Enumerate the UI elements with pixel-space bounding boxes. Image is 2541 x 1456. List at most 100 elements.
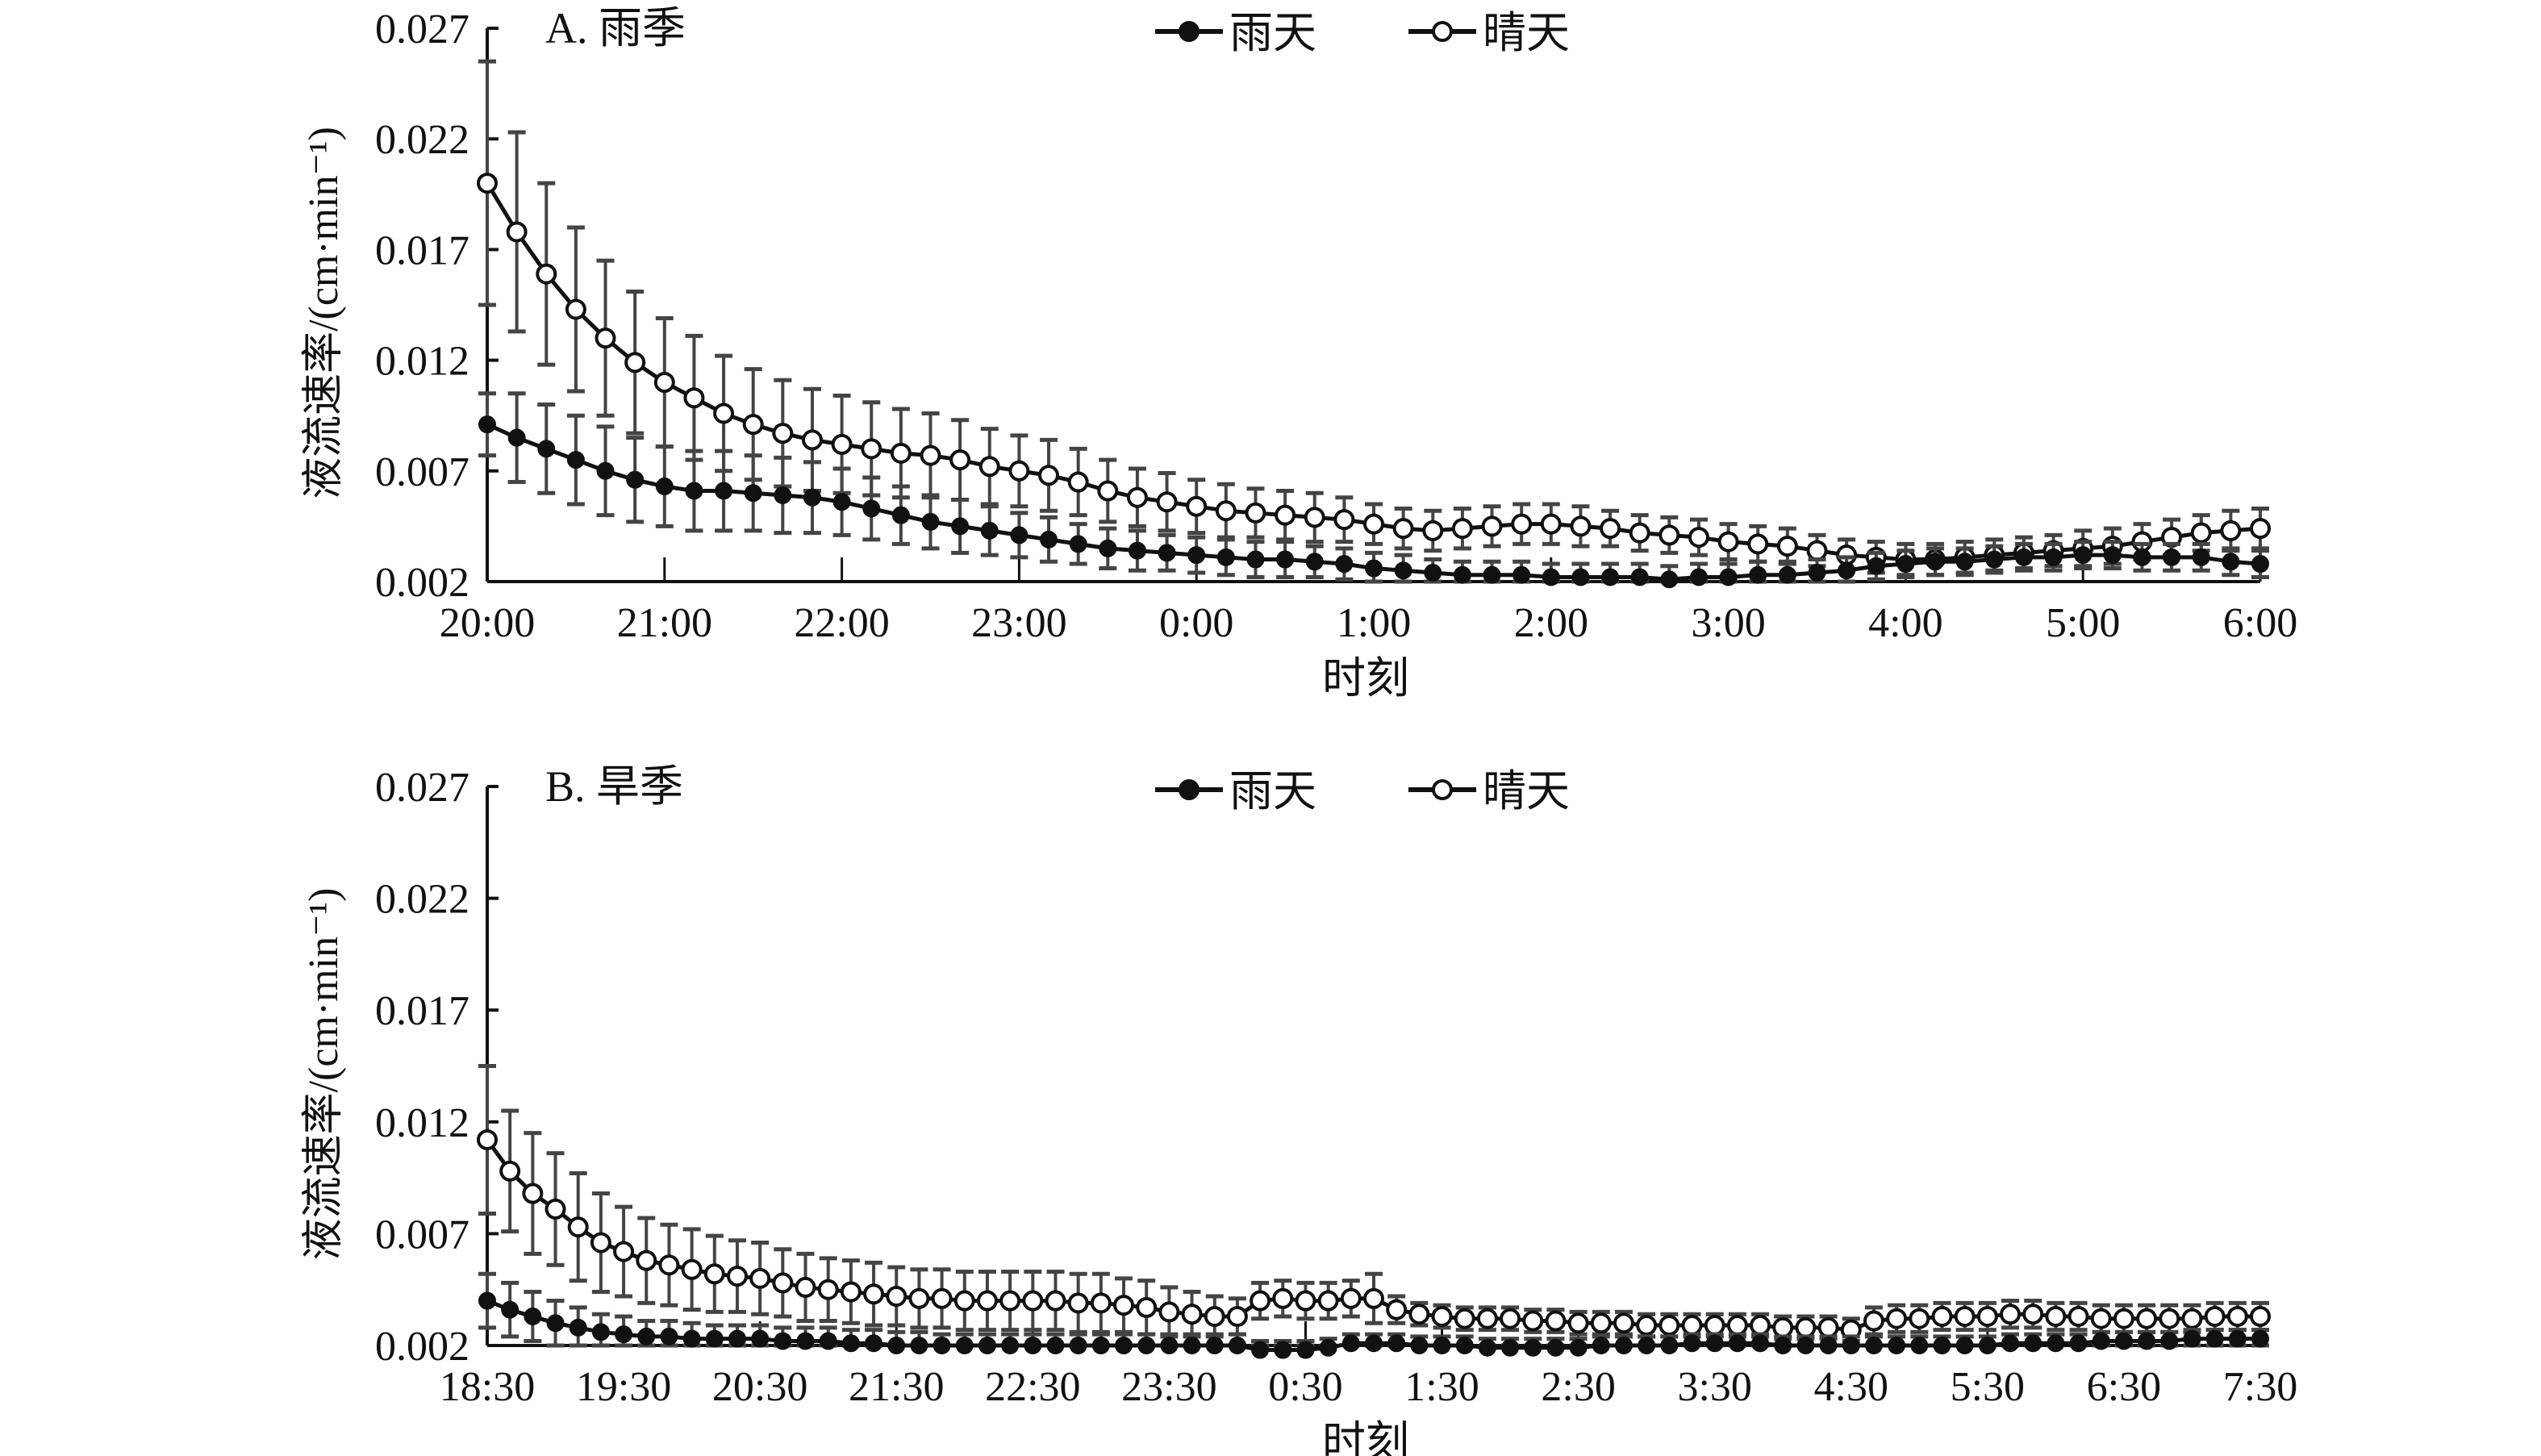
- data-point: [1204, 1305, 1225, 1327]
- data-point: [1422, 519, 1444, 541]
- x-tick-label: 20:00: [440, 600, 535, 646]
- data-point: [1478, 1338, 1496, 1357]
- data-point: [1931, 1305, 1953, 1327]
- data-point: [887, 1337, 906, 1354]
- data-point: [591, 1323, 610, 1341]
- y-tick-label: 0.027: [375, 765, 469, 811]
- data-point: [2222, 553, 2240, 571]
- data-point: [1099, 539, 1117, 557]
- legend-filled-circle-icon: [1179, 779, 1200, 800]
- data-point: [624, 352, 646, 373]
- data-point: [1817, 1316, 1839, 1338]
- data-point: [1776, 536, 1798, 557]
- data-point: [1545, 1310, 1567, 1332]
- data-point: [1228, 1337, 1246, 1354]
- x-tick-label: 2:00: [1514, 600, 1588, 646]
- data-point: [1001, 1337, 1020, 1354]
- x-tick-label: 4:30: [1814, 1364, 1888, 1410]
- data-point: [1659, 524, 1680, 546]
- legend-label: 雨天: [1229, 767, 1316, 816]
- data-point: [1751, 1334, 1770, 1353]
- data-point: [2067, 1305, 2089, 1327]
- data-point: [1955, 553, 1974, 571]
- x-tick-label: 2:30: [1541, 1364, 1615, 1410]
- data-point: [1215, 500, 1237, 522]
- data-point: [655, 478, 674, 496]
- data-point: [955, 1337, 974, 1354]
- data-point: [1570, 515, 1592, 537]
- data-point: [1335, 555, 1354, 574]
- data-point: [2047, 1334, 2065, 1353]
- data-point: [796, 1332, 815, 1350]
- data-point: [1838, 561, 1856, 580]
- data-point: [1274, 1341, 1292, 1359]
- data-point: [683, 387, 705, 409]
- data-point: [795, 1276, 816, 1298]
- data-point: [1067, 471, 1089, 493]
- data-point: [1819, 1337, 1838, 1354]
- data-point: [1600, 518, 1621, 540]
- data-point: [910, 1337, 928, 1354]
- data-point: [1010, 526, 1028, 544]
- data-point: [931, 1287, 953, 1309]
- data-point: [1476, 1308, 1498, 1329]
- data-point: [2133, 548, 2151, 566]
- y-tick-label: 0.027: [375, 6, 469, 52]
- data-point: [862, 499, 881, 518]
- data-point: [1772, 1316, 1794, 1338]
- data-point: [1045, 1290, 1066, 1312]
- x-tick-label: 6:30: [2087, 1364, 2161, 1410]
- data-point: [1272, 1287, 1294, 1309]
- data-point: [817, 1279, 839, 1300]
- data-point: [819, 1332, 837, 1350]
- y-tick-label: 0.017: [375, 227, 469, 273]
- data-point: [2092, 1332, 2110, 1350]
- data-point: [1008, 460, 1030, 482]
- data-point: [1867, 557, 1885, 575]
- series-sunny: [477, 1064, 2271, 1343]
- x-tick-label: 4:00: [1868, 600, 1942, 646]
- x-tick-label: 23:30: [1121, 1364, 1216, 1410]
- data-point: [1069, 535, 1087, 553]
- data-point: [1683, 1334, 1701, 1353]
- data-point: [1454, 1308, 1475, 1329]
- data-point: [831, 433, 853, 455]
- data-point: [1113, 1295, 1135, 1316]
- data-point: [1660, 570, 1679, 589]
- data-point: [2136, 1308, 2158, 1329]
- legend-label: 晴天: [1483, 767, 1570, 816]
- data-point: [1896, 555, 1915, 574]
- data-point: [2024, 1334, 2042, 1353]
- y-tick-label: 0.002: [375, 560, 469, 606]
- data-point: [1408, 1304, 1430, 1325]
- data-point: [744, 484, 762, 503]
- data-point: [2181, 1308, 2203, 1329]
- data-point: [653, 372, 675, 394]
- data-point: [841, 1334, 860, 1353]
- data-point: [1431, 1305, 1453, 1327]
- x-tick-label: 19:30: [576, 1364, 671, 1410]
- data-point: [1410, 1337, 1429, 1354]
- data-point: [2250, 518, 2271, 540]
- data-point: [1910, 1337, 1929, 1354]
- data-point: [1363, 1287, 1384, 1309]
- data-point: [1629, 522, 1650, 544]
- data-point: [1888, 1337, 1906, 1354]
- x-tick-label: 0:30: [1268, 1364, 1342, 1410]
- data-point: [2163, 548, 2181, 566]
- data-point: [1365, 1334, 1383, 1353]
- data-point: [1387, 1334, 1406, 1353]
- data-point: [1540, 513, 1562, 535]
- data-point: [1365, 559, 1383, 578]
- legend-label: 雨天: [1229, 9, 1316, 57]
- data-point: [1158, 544, 1176, 562]
- data-point: [2251, 1329, 2269, 1348]
- data-point: [524, 1307, 542, 1325]
- data-point: [477, 1129, 498, 1150]
- data-point: [1796, 1337, 1815, 1354]
- data-point: [1136, 1296, 1158, 1318]
- data-point: [2001, 1334, 2020, 1353]
- data-point: [1808, 564, 1826, 582]
- data-point: [1749, 565, 1767, 584]
- data-point: [536, 263, 557, 285]
